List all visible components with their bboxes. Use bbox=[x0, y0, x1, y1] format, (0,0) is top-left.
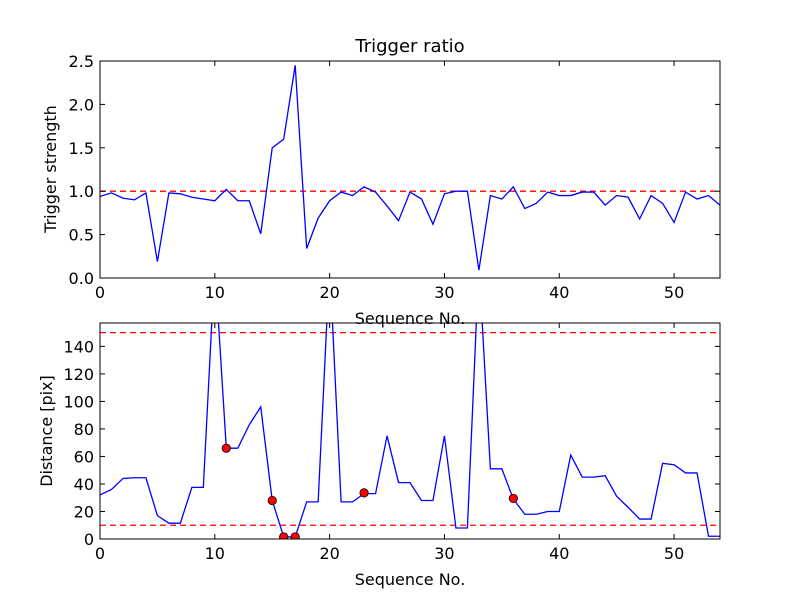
x-tick-label-top-2: 20 bbox=[319, 283, 339, 302]
y-tick-label-bottom-1: 20 bbox=[74, 502, 94, 521]
y-tick-label-top-2: 1.0 bbox=[69, 182, 94, 201]
x-tick-label-bottom-5: 50 bbox=[664, 544, 684, 563]
plot-area-top bbox=[100, 65, 720, 271]
x-axis-label-bottom: Sequence No. bbox=[355, 570, 466, 589]
y-tick-label-top-3: 1.5 bbox=[69, 139, 94, 158]
y-tick-label-bottom-4: 80 bbox=[74, 420, 94, 439]
x-axis-label-top: Sequence No. bbox=[355, 309, 466, 328]
distance-panel: Sequence No. Distance [pix] 0 10 20 30 40 50 0… bbox=[37, 322, 721, 589]
y-tick-label-bottom-0: 0 bbox=[84, 530, 94, 549]
data-marker-bottom-3 bbox=[290, 532, 300, 539]
plot-area-bottom bbox=[100, 323, 720, 539]
data-marker-bottom-2 bbox=[279, 532, 289, 539]
data-line-bottom-0 bbox=[100, 323, 720, 538]
y-tick-label-bottom-6: 120 bbox=[63, 365, 94, 384]
y-axis-label-top: Trigger strength bbox=[41, 105, 60, 234]
y-tick-label-top-5: 2.5 bbox=[69, 52, 94, 71]
x-tick-label-top-1: 10 bbox=[205, 283, 225, 302]
data-marker-bottom-5 bbox=[508, 493, 518, 504]
x-tick-label-top-5: 50 bbox=[664, 283, 684, 302]
x-tick-label-bottom-0: 0 bbox=[95, 544, 105, 563]
y-tick-label-bottom-2: 40 bbox=[74, 475, 94, 494]
x-tick-label-top-3: 30 bbox=[434, 283, 454, 302]
y-tick-label-top-4: 2.0 bbox=[69, 95, 94, 114]
x-tick-label-bottom-1: 10 bbox=[205, 544, 225, 563]
y-tick-label-bottom-5: 100 bbox=[63, 392, 94, 411]
y-tick-label-bottom-7: 140 bbox=[63, 337, 94, 356]
x-tick-label-top-4: 40 bbox=[549, 283, 569, 302]
x-tick-label-bottom-2: 20 bbox=[319, 544, 339, 563]
x-tick-label-bottom-4: 40 bbox=[549, 544, 569, 563]
y-tick-label-top-0: 0.0 bbox=[69, 269, 94, 288]
data-marker-bottom-4 bbox=[359, 488, 369, 498]
y-axis-label-bottom: Distance [pix] bbox=[37, 375, 56, 487]
plot-frame-bottom bbox=[99, 322, 721, 540]
data-marker-bottom-1 bbox=[267, 495, 277, 506]
data-marker-bottom-0 bbox=[221, 443, 231, 453]
y-tick-label-bottom-3: 60 bbox=[74, 447, 94, 466]
trigger-ratio-panel: Trigger ratio Sequence No. Trigger stren… bbox=[41, 36, 721, 328]
chart-title: Trigger ratio bbox=[354, 36, 464, 57]
x-tick-label-bottom-3: 30 bbox=[434, 544, 454, 563]
data-line-top-0 bbox=[100, 65, 720, 271]
plot-frame-top bbox=[99, 60, 721, 279]
x-tick-label-top-0: 0 bbox=[95, 283, 105, 302]
y-tick-label-top-1: 0.5 bbox=[69, 226, 94, 245]
